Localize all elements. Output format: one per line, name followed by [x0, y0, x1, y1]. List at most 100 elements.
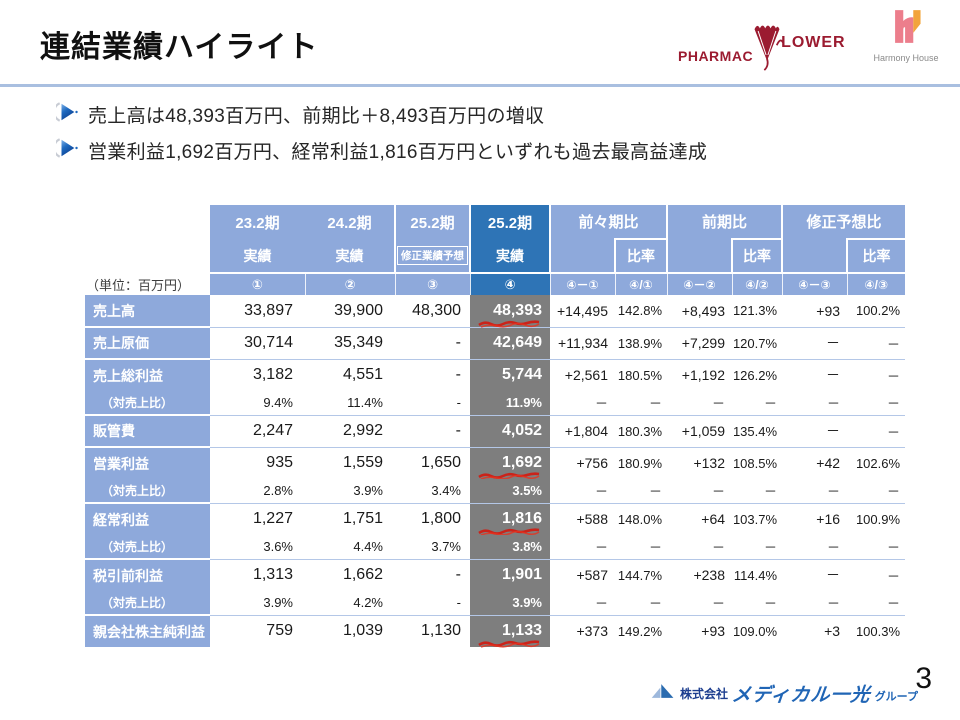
- column-formula: ④/③: [847, 272, 906, 295]
- value-cell: -: [395, 415, 470, 448]
- row-label: 営業利益: [85, 447, 210, 479]
- cell: +7,299: [681, 335, 726, 351]
- diff-cell: －: [550, 479, 615, 504]
- cell: －: [887, 596, 901, 612]
- cell: 100.9%: [855, 511, 901, 527]
- cell: 4,052: [501, 422, 542, 439]
- ratio-cell: －: [732, 591, 783, 616]
- cell: +93: [701, 623, 726, 640]
- table-row: （対売上比） 9.4% 11.4% - 11.9% － － － － － －: [85, 391, 906, 416]
- row-label: 売上高: [85, 295, 210, 328]
- column-subheader-empty: [667, 239, 733, 273]
- ratio-cell: 114.4%: [732, 559, 782, 591]
- cell: 39,900: [334, 301, 383, 319]
- diff-cell: －: [667, 391, 733, 416]
- cell: 103.7%: [732, 511, 778, 527]
- cell: 42,649: [493, 334, 542, 351]
- ratio-cell: 148.0%: [615, 503, 667, 535]
- column-subheader-empty: [550, 239, 615, 273]
- table-row: 親会社株主純利益 759 1,039 1,130 1,133 +373 149.…: [85, 615, 905, 648]
- cell: 100.2%: [855, 303, 901, 319]
- bullet-text: 売上高は48,393百万円、前期比＋8,493百万円の増収: [88, 106, 545, 127]
- value-cell: 4.4%: [305, 535, 395, 560]
- cell: +238: [693, 567, 726, 584]
- cell: -: [455, 422, 461, 439]
- column-ref: ③: [395, 272, 471, 295]
- cell: 1,800: [420, 510, 461, 528]
- value-cell: -: [395, 359, 470, 391]
- diff-cell: +373: [550, 615, 615, 647]
- cell: 121.3%: [732, 303, 778, 319]
- row-label: 親会社株主純利益: [85, 615, 210, 647]
- value-cell: 1,751: [305, 503, 395, 535]
- diff-cell: +93: [667, 615, 732, 647]
- column-group-vs-two-periods-ago: 前々期比: [550, 205, 669, 239]
- ratio-cell: －: [732, 391, 783, 416]
- value-cell: 2,247: [210, 415, 305, 448]
- value-cell: 1,227: [210, 503, 305, 535]
- cell: 180.3%: [617, 423, 663, 439]
- column-formula: ④/①: [615, 272, 668, 295]
- cell: -: [456, 595, 461, 611]
- cell: 144.7%: [617, 567, 663, 583]
- cell: 102.6%: [855, 455, 901, 471]
- column-formula: ④－②: [667, 272, 733, 295]
- ratio-cell: 102.6%: [847, 447, 905, 479]
- cell: +588: [576, 511, 608, 528]
- value-cell: 39,900: [305, 295, 395, 328]
- ratio-cell: 126.2%: [732, 359, 782, 391]
- column-header-period: 24.2期: [305, 205, 396, 239]
- ratio-cell: －: [847, 591, 906, 616]
- diff-cell: －: [782, 391, 848, 416]
- cell: 33,897: [244, 301, 293, 319]
- diff-cell: +587: [550, 559, 615, 591]
- value-cell: 1,800: [395, 503, 470, 535]
- header-blank-cell: [85, 205, 210, 273]
- diff-cell: +756: [550, 447, 615, 479]
- cell: －: [764, 596, 778, 612]
- cell: 1,751: [342, 510, 383, 528]
- value-cell: 33,897: [210, 295, 305, 328]
- cell: －: [594, 540, 608, 556]
- table-row: 売上高 33,897 39,900 48,300 48,393 +14,495 …: [85, 295, 906, 328]
- cell: +587: [576, 567, 608, 584]
- cell: －: [887, 424, 901, 440]
- value-cell: -: [395, 391, 470, 416]
- cell: 1,227: [252, 510, 293, 528]
- harmony-house-logo: Harmony House: [866, 8, 946, 74]
- cell: 3.9%: [512, 595, 542, 611]
- cell: +1,059: [681, 423, 726, 439]
- ratio-cell: －: [732, 535, 783, 560]
- ratio-cell: 121.3%: [732, 295, 783, 328]
- cell: 3.4%: [431, 483, 461, 499]
- value-cell: 1,559: [305, 447, 395, 479]
- value-cell: 3.7%: [395, 535, 470, 560]
- cell: 1,901: [501, 566, 542, 584]
- unit-label: （単位：百万円）: [85, 273, 210, 295]
- cell: －: [594, 596, 608, 612]
- page-title: 連結業績ハイライト: [40, 31, 319, 64]
- ratio-cell: 109.0%: [732, 615, 782, 647]
- actual-value-cell: 42,649: [470, 327, 550, 360]
- cell: +3: [824, 623, 841, 640]
- table-row: 経常利益 1,227 1,751 1,800 1,816 +588 148.0%…: [85, 503, 905, 536]
- cell: 935: [266, 454, 293, 472]
- column-formula: ④－③: [782, 272, 848, 295]
- highlight-scribble: [478, 640, 540, 648]
- diff-cell: +238: [667, 559, 732, 591]
- value-cell: 759: [210, 615, 305, 647]
- diff-cell: －: [782, 591, 848, 616]
- ratio-cell: 144.7%: [615, 559, 667, 591]
- actual-value-cell: 1,133: [470, 615, 550, 648]
- cell: -: [455, 566, 461, 584]
- cell: －: [649, 596, 663, 612]
- column-subheader-ratio: 比率: [731, 238, 784, 273]
- column-subheader-ratio: 比率: [613, 238, 669, 273]
- column-ref: ①: [210, 272, 306, 295]
- value-cell: 48,300: [395, 295, 470, 328]
- actual-value-cell: 1,692: [470, 447, 550, 480]
- flower-icon: [753, 21, 784, 78]
- cell: -: [456, 395, 461, 411]
- harmony-house-icon: [886, 8, 926, 50]
- cell: －: [712, 396, 726, 412]
